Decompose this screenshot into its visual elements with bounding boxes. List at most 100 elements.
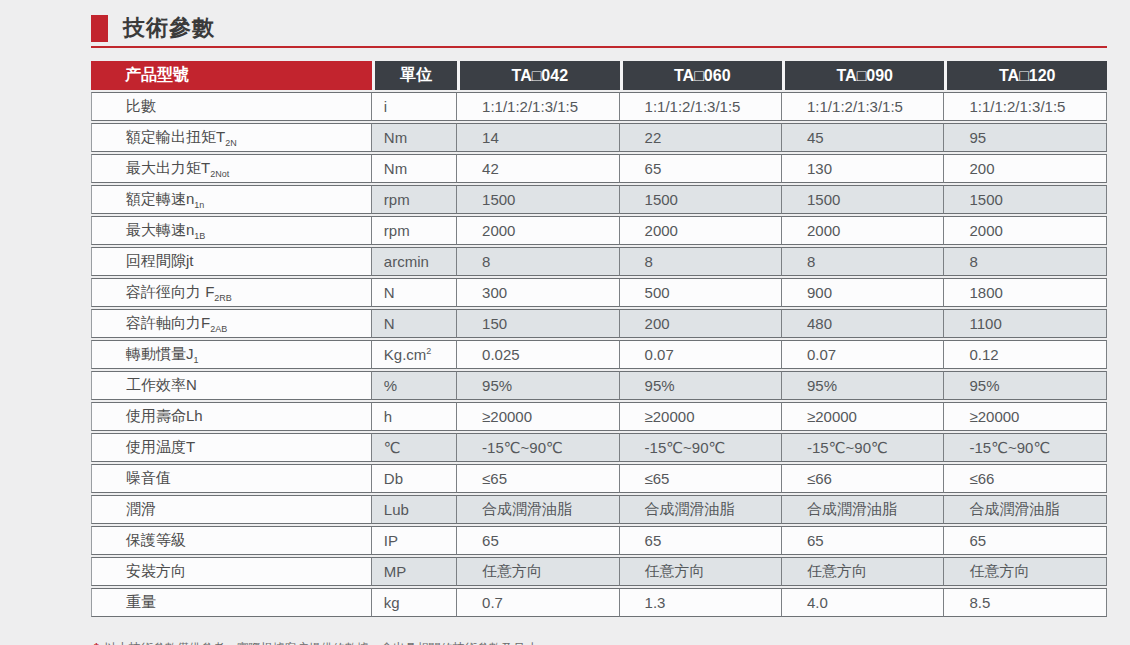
row-label-cell: 額定輸出扭矩T2N [91, 123, 372, 152]
value-cell: ≥20000 [782, 402, 944, 431]
table-row: 使用壽命Lhh≥20000≥20000≥20000≥20000 [91, 402, 1107, 431]
value-cell: 65 [620, 526, 782, 555]
value-cell: 1500 [457, 185, 619, 214]
value-cell: 65 [620, 154, 782, 183]
table-row: 回程間隙jtarcmin8888 [91, 247, 1107, 276]
model-header-cell: TA□042 [457, 61, 619, 90]
row-label-cell: 容許軸向力F2AB [91, 309, 372, 338]
value-cell: 500 [620, 278, 782, 307]
value-cell: 2000 [944, 216, 1107, 245]
unit-cell: N [372, 278, 457, 307]
value-cell: -15℃~90℃ [782, 433, 944, 462]
value-cell: 0.12 [944, 340, 1107, 369]
row-label-cell: 潤滑 [91, 495, 372, 524]
unit-cell: Nm [372, 123, 457, 152]
value-cell: -15℃~90℃ [620, 433, 782, 462]
row-label-cell: 回程間隙jt [91, 247, 372, 276]
value-cell: 65 [457, 526, 619, 555]
unit-cell: h [372, 402, 457, 431]
unit-cell: % [372, 371, 457, 400]
table-row: 轉動慣量J1Kg.cm20.0250.070.070.12 [91, 340, 1107, 369]
row-label-cell: 重量 [91, 588, 372, 617]
value-cell: 2000 [782, 216, 944, 245]
row-label-cell: 使用壽命Lh [91, 402, 372, 431]
unit-cell: Kg.cm2 [372, 340, 457, 369]
unit-cell: arcmin [372, 247, 457, 276]
table-row: 安裝方向MP任意方向任意方向任意方向任意方向 [91, 557, 1107, 586]
value-cell: 任意方向 [457, 557, 619, 586]
value-cell: 2000 [620, 216, 782, 245]
row-label-cell: 最大轉速n1B [91, 216, 372, 245]
page-content: 技術參數 产品型號 單位 TA□042 TA□060 TA□090 TA□120… [91, 0, 1107, 645]
value-cell: 0.07 [782, 340, 944, 369]
unit-cell: N [372, 309, 457, 338]
unit-cell: MP [372, 557, 457, 586]
table-row: 噪音值Db≤65≤65≤66≤66 [91, 464, 1107, 493]
unit-header-cell: 單位 [372, 61, 457, 90]
value-cell: 0.025 [457, 340, 619, 369]
value-cell: 1:1/1:2/1:3/1:5 [457, 92, 619, 121]
value-cell: 65 [782, 526, 944, 555]
value-cell: 8 [782, 247, 944, 276]
table-row: 比數i1:1/1:2/1:3/1:51:1/1:2/1:3/1:51:1/1:2… [91, 92, 1107, 121]
table-row: 重量kg0.71.34.08.5 [91, 588, 1107, 617]
value-cell: 95 [944, 123, 1107, 152]
value-cell: 150 [457, 309, 619, 338]
table-row: 工作效率N%95%95%95%95% [91, 371, 1107, 400]
value-cell: 任意方向 [620, 557, 782, 586]
unit-cell: rpm [372, 185, 457, 214]
value-cell: 任意方向 [782, 557, 944, 586]
technical-parameters-table: 产品型號 單位 TA□042 TA□060 TA□090 TA□120 比數i1… [91, 59, 1107, 619]
value-cell: ≤66 [944, 464, 1107, 493]
value-cell: 1500 [782, 185, 944, 214]
footnote: *以上技術參數僅供參考，實際根據客户提供的數據，會出具相關的技術參數及尺寸。 [91, 640, 1107, 645]
value-cell: 1.3 [620, 588, 782, 617]
row-label-cell: 比數 [91, 92, 372, 121]
value-cell: 合成潤滑油脂 [620, 495, 782, 524]
value-cell: 1:1/1:2/1:3/1:5 [782, 92, 944, 121]
value-cell: 任意方向 [944, 557, 1107, 586]
value-cell: ≤65 [620, 464, 782, 493]
unit-cell: ℃ [372, 433, 457, 462]
value-cell: -15℃~90℃ [457, 433, 619, 462]
value-cell: 95% [620, 371, 782, 400]
page-title: 技術參數 [123, 13, 215, 43]
unit-cell: IP [372, 526, 457, 555]
value-cell: 1100 [944, 309, 1107, 338]
row-label-cell: 保護等級 [91, 526, 372, 555]
table-row: 最大出力矩T2NotNm4265130200 [91, 154, 1107, 183]
unit-cell: kg [372, 588, 457, 617]
value-cell: 200 [620, 309, 782, 338]
value-cell: ≥20000 [620, 402, 782, 431]
value-cell: 合成潤滑油脂 [944, 495, 1107, 524]
value-cell: 8 [620, 247, 782, 276]
value-cell: ≥20000 [457, 402, 619, 431]
row-label-cell: 使用温度T [91, 433, 372, 462]
table-header-row: 产品型號 單位 TA□042 TA□060 TA□090 TA□120 [91, 61, 1107, 90]
value-cell: 22 [620, 123, 782, 152]
model-header-cell: TA□090 [782, 61, 944, 90]
row-label-cell: 額定轉速n1n [91, 185, 372, 214]
value-cell: ≥20000 [944, 402, 1107, 431]
row-label-cell: 工作效率N [91, 371, 372, 400]
table-row: 最大轉速n1Brpm2000200020002000 [91, 216, 1107, 245]
value-cell: 45 [782, 123, 944, 152]
value-cell: 95% [944, 371, 1107, 400]
unit-cell: Lub [372, 495, 457, 524]
value-cell: 合成潤滑油脂 [782, 495, 944, 524]
value-cell: 900 [782, 278, 944, 307]
model-header-cell: TA□120 [944, 61, 1107, 90]
value-cell: -15℃~90℃ [944, 433, 1107, 462]
table-row: 容許徑向力 F2RBN3005009001800 [91, 278, 1107, 307]
table-row: 額定輸出扭矩T2NNm14224595 [91, 123, 1107, 152]
value-cell: 1500 [944, 185, 1107, 214]
value-cell: 95% [457, 371, 619, 400]
unit-cell: i [372, 92, 457, 121]
value-cell: 合成潤滑油脂 [457, 495, 619, 524]
unit-cell: rpm [372, 216, 457, 245]
footnote-asterisk: * [94, 641, 99, 645]
title-accent-square-icon [91, 15, 108, 42]
unit-cell: Db [372, 464, 457, 493]
value-cell: 4.0 [782, 588, 944, 617]
value-cell: 95% [782, 371, 944, 400]
